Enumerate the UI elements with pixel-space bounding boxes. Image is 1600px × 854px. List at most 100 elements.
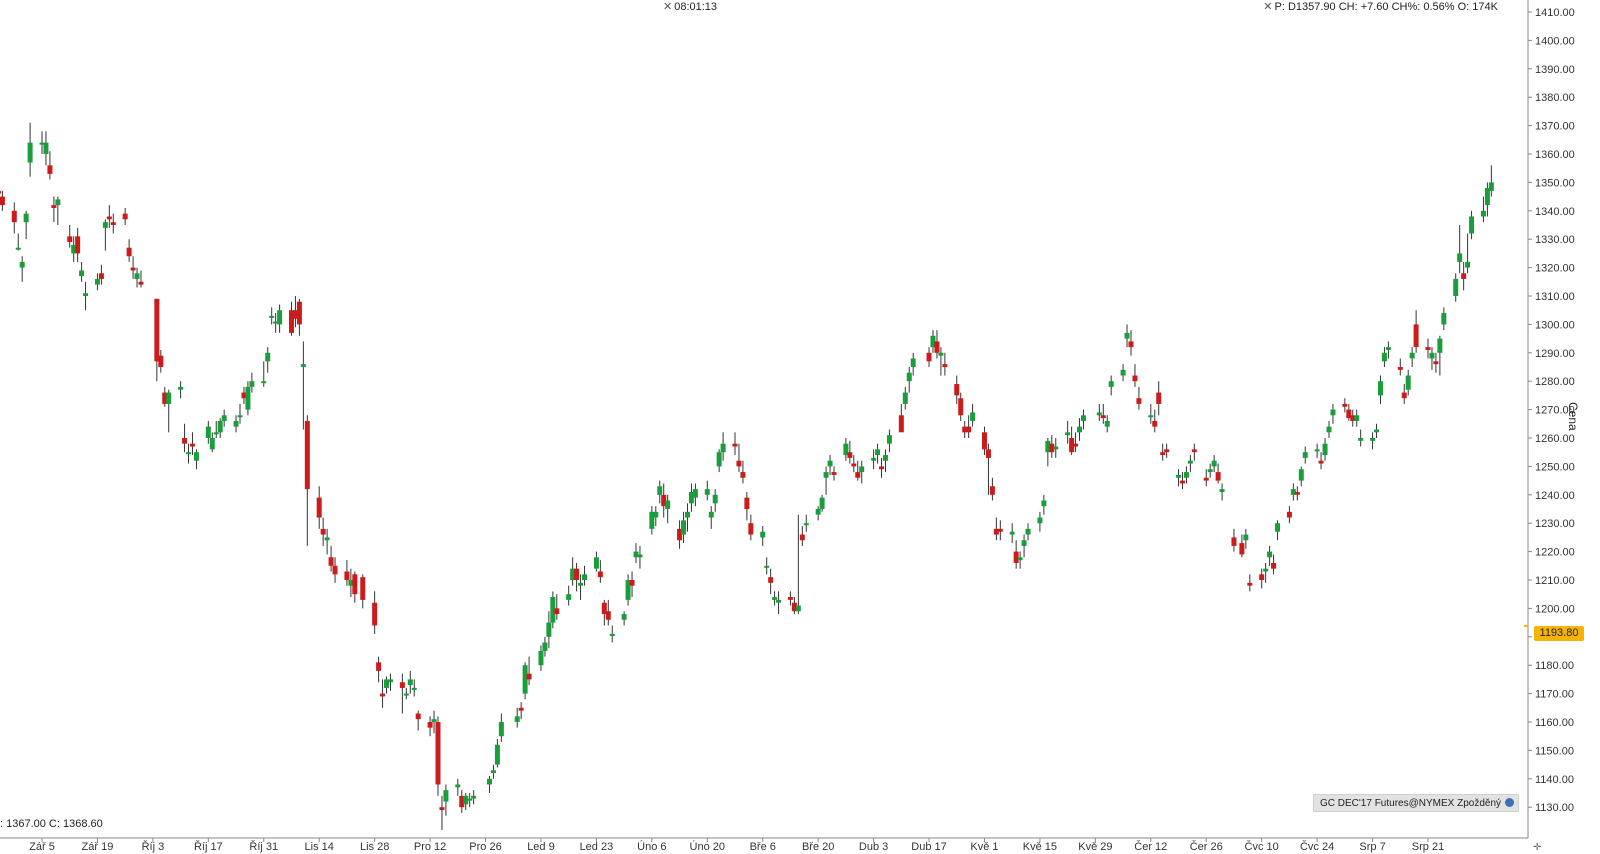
x-tick-label: Dub 3 — [859, 841, 888, 853]
candle-body — [1298, 469, 1304, 481]
candle-body — [712, 494, 718, 504]
candle-body — [582, 574, 588, 580]
candle-body — [384, 679, 390, 688]
candle-body — [380, 693, 386, 697]
candle-body — [39, 142, 45, 145]
candle-body — [1187, 460, 1193, 464]
candle-body — [1065, 432, 1071, 436]
x-tick-label: Kvě 1 — [970, 841, 998, 853]
candle-body — [831, 472, 837, 475]
candle-body — [1275, 523, 1281, 532]
candle-body — [684, 511, 690, 518]
candle-body — [708, 511, 714, 518]
candle-body — [498, 722, 504, 737]
candle-body — [1148, 415, 1154, 418]
x-tick-label: Srp 7 — [1359, 841, 1385, 853]
x-tick-label: Čer 12 — [1134, 840, 1167, 853]
candle-body — [1013, 551, 1019, 563]
candle-body — [292, 310, 298, 319]
candle-body — [459, 795, 465, 808]
clock-text: 08:01:13 — [674, 1, 718, 13]
candle-body — [716, 452, 722, 467]
y-tick-label: 1330.00 — [1535, 234, 1575, 246]
candle-body — [855, 472, 861, 478]
x-tick-label: Úno 6 — [637, 840, 666, 853]
candle-body — [1104, 420, 1110, 427]
candle-body — [1286, 511, 1292, 518]
candle-body — [328, 557, 334, 566]
candle-body — [736, 460, 742, 467]
candle-body — [661, 494, 667, 507]
candle-body — [288, 310, 294, 333]
candle-body — [399, 682, 405, 688]
y-tick-label: 1360.00 — [1535, 149, 1575, 161]
candle-body — [1045, 440, 1051, 453]
y-tick-label: 1280.00 — [1535, 376, 1575, 388]
y-tick-label: 1160.00 — [1535, 717, 1574, 729]
x-tick-label: Lis 28 — [360, 841, 389, 853]
quote-readout: ✕ P: D1357.90 CH: +7.60 CH%: 0.56% O: 174… — [1263, 0, 1498, 13]
candle-body — [75, 236, 81, 254]
candle-body — [110, 222, 116, 225]
candle-body — [360, 577, 366, 600]
candle-body — [1405, 375, 1411, 390]
candle-body — [657, 486, 663, 495]
candle-body — [665, 500, 671, 509]
source-label: GC DEC'17 Futures@NYMEX Zpožděný — [1313, 794, 1519, 812]
candle-body — [1215, 472, 1221, 481]
candle-body — [166, 392, 172, 404]
candle-body — [320, 528, 326, 535]
candle-body — [1425, 347, 1431, 350]
candle-body — [1326, 426, 1332, 433]
candle-body — [609, 633, 615, 636]
y-tick-label: 1380.00 — [1535, 92, 1575, 104]
candle-body — [843, 443, 849, 456]
candle-body — [233, 420, 239, 427]
candle-body — [1469, 216, 1475, 234]
candle-body — [578, 582, 584, 586]
candle-body — [593, 557, 599, 569]
candle-body — [764, 565, 770, 568]
x-tick-label: Led 9 — [527, 841, 555, 853]
close-icon[interactable]: ✕ — [1263, 1, 1273, 13]
globe-icon[interactable] — [1505, 798, 1515, 807]
candle-body — [538, 651, 544, 666]
candle-body — [1259, 574, 1265, 580]
candle-body — [574, 568, 580, 580]
candle-body — [344, 571, 350, 580]
candle-body — [189, 443, 195, 447]
candle-body — [1433, 361, 1439, 365]
candle-body — [1346, 409, 1352, 419]
candle-body — [122, 213, 128, 220]
candle-body — [300, 364, 306, 367]
candle-body — [649, 511, 655, 529]
candle-body — [407, 679, 413, 686]
candle-body — [1429, 352, 1435, 359]
candle-body — [494, 744, 500, 765]
crosshair-icon[interactable]: ✛ — [1533, 842, 1542, 853]
candle-body — [265, 352, 271, 362]
candle-body — [1156, 392, 1162, 404]
candle-body — [1009, 531, 1015, 535]
candle-body — [138, 281, 144, 285]
y-tick-label: 1230.00 — [1535, 518, 1575, 530]
y-tick-label: 1270.00 — [1535, 405, 1575, 417]
candle-body — [795, 605, 801, 612]
candle-body — [1037, 517, 1043, 524]
candle-body — [692, 489, 698, 498]
ohlc-readout: : 1367.00 C: 1368.60 — [0, 818, 103, 830]
candle-body — [902, 392, 908, 404]
candle-body — [324, 537, 330, 541]
close-icon[interactable]: ✕ — [663, 1, 673, 13]
candle-body — [249, 381, 255, 387]
candle-body — [744, 497, 750, 509]
candle-body — [162, 392, 168, 404]
candle-body — [1160, 452, 1166, 456]
candle-body — [1203, 477, 1209, 481]
candle-body — [601, 602, 607, 615]
candle-body — [79, 270, 85, 277]
candle-body — [1401, 392, 1407, 399]
candle-body — [720, 443, 726, 453]
candle-body — [352, 574, 358, 595]
